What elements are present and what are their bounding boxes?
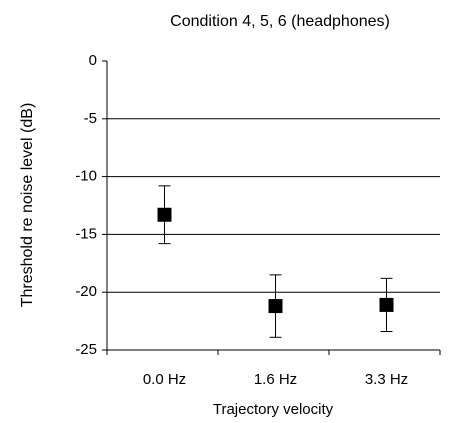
y-tick-label: -5 [84,110,97,127]
chart-title: Condition 4, 5, 6 (headphones) [170,13,390,30]
x-tick-label: 1.6 Hz [254,371,297,388]
y-tick-label: -25 [75,341,97,358]
x-tick-label: 3.3 Hz [365,371,408,388]
y-tick-label: -15 [75,225,97,242]
x-axis-label: Trajectory velocity [213,401,334,418]
y-axis-label: Threshold re noise level (dB) [19,103,36,308]
marker [268,299,283,314]
y-tick-label: -10 [75,168,97,185]
y-tick-label: -20 [75,283,97,300]
marker [379,297,394,312]
y-tick-label: 0 [89,52,97,69]
x-tick-label: 0.0 Hz [143,371,186,388]
marker [157,207,172,222]
